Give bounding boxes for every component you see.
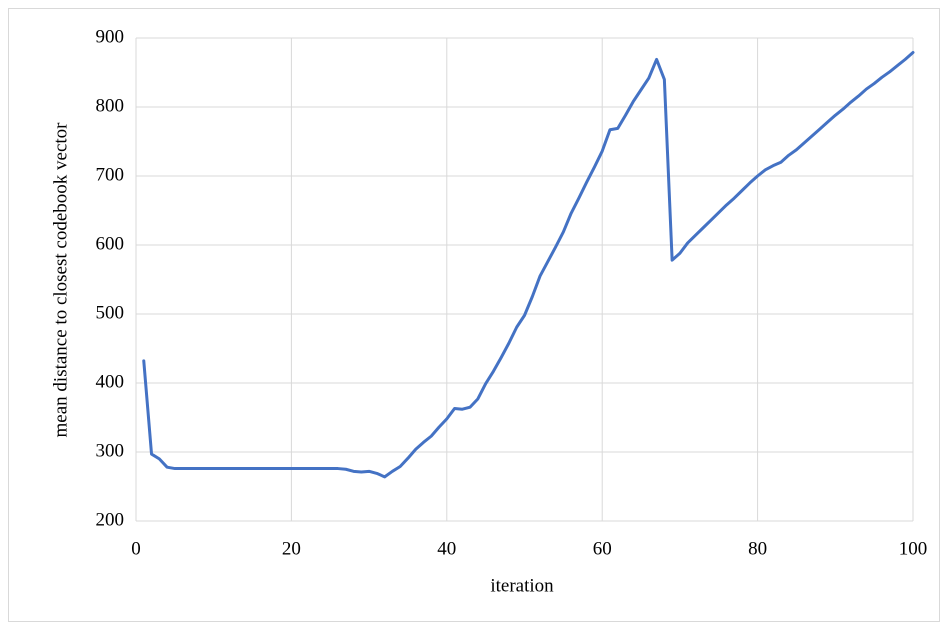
chart-border bbox=[8, 8, 940, 622]
y-tick-label: 800 bbox=[96, 95, 125, 116]
x-tick-label: 60 bbox=[593, 538, 612, 559]
y-tick-label: 200 bbox=[96, 509, 125, 530]
x-tick-label: 100 bbox=[899, 538, 928, 559]
x-axis-label: iteration bbox=[490, 575, 554, 596]
x-tick-label: 40 bbox=[437, 538, 456, 559]
y-tick-label: 900 bbox=[96, 26, 125, 47]
x-tick-label: 0 bbox=[131, 538, 141, 559]
data-line bbox=[142, 50, 915, 479]
y-tick-label: 600 bbox=[96, 233, 125, 254]
x-tick-label: 80 bbox=[748, 538, 767, 559]
y-tick-label: 500 bbox=[96, 302, 125, 323]
y-axis-label: mean distance to closest codebook vector bbox=[50, 122, 71, 438]
y-tick-label: 400 bbox=[96, 371, 125, 392]
y-tick-label: 700 bbox=[96, 164, 125, 185]
y-tick-label: 300 bbox=[96, 440, 125, 461]
x-tick-label: 20 bbox=[282, 538, 301, 559]
